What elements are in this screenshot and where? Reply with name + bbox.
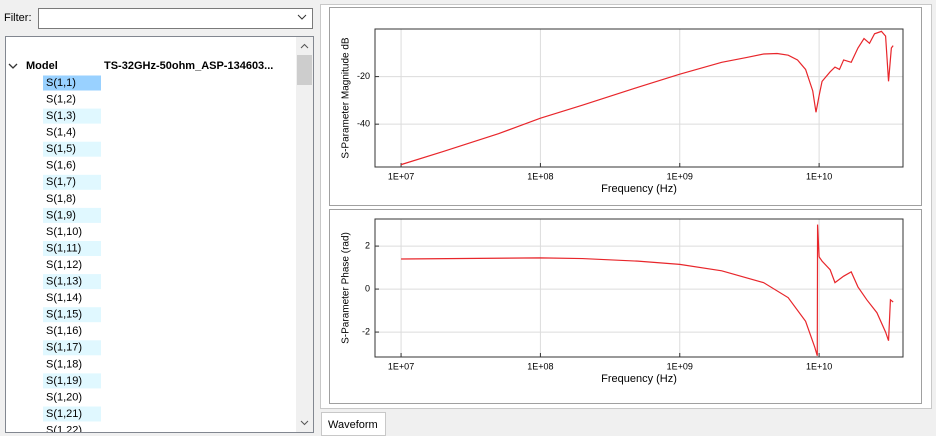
x-axis-label: Frequency (Hz) bbox=[601, 373, 677, 385]
tree-item[interactable]: S(1,7) bbox=[46, 176, 76, 188]
scroll-down[interactable] bbox=[300, 420, 309, 426]
plot-area bbox=[374, 28, 904, 168]
x-tick-label: 1E+10 bbox=[806, 361, 832, 371]
tree-item[interactable]: S(1,18) bbox=[46, 358, 82, 370]
y-tick-label: -2 bbox=[362, 326, 370, 336]
chart-box bbox=[329, 209, 922, 404]
filter-label: Filter: bbox=[4, 12, 32, 24]
tree-item[interactable]: S(1,6) bbox=[46, 160, 76, 172]
x-tick-label: 1E+07 bbox=[388, 361, 414, 371]
tree-item[interactable]: S(1,3) bbox=[46, 110, 76, 122]
row-highlight bbox=[43, 174, 101, 190]
y-tick-label: 0 bbox=[365, 283, 370, 293]
row-highlight bbox=[43, 108, 101, 124]
y-axis-label: S-Parameter Phase (rad) bbox=[341, 232, 352, 344]
tree-root[interactable]: Model bbox=[26, 60, 58, 72]
tree-item[interactable]: S(1,16) bbox=[46, 325, 82, 337]
row-highlight bbox=[43, 406, 101, 422]
x-tick-label: 1E+08 bbox=[527, 361, 553, 371]
tree-item[interactable]: S(1,9) bbox=[46, 209, 76, 221]
tree-item[interactable]: S(1,5) bbox=[46, 143, 76, 155]
plot-area bbox=[374, 218, 904, 358]
tree-item[interactable]: S(1,14) bbox=[46, 292, 82, 304]
tree-item[interactable]: S(1,15) bbox=[46, 309, 82, 321]
scroll-up[interactable] bbox=[300, 43, 309, 49]
row-highlight bbox=[43, 307, 101, 323]
tree-item[interactable]: S(1,20) bbox=[46, 391, 82, 403]
row-highlight bbox=[43, 274, 101, 290]
scrollbar[interactable] bbox=[296, 37, 313, 432]
x-axis-label: Frequency (Hz) bbox=[601, 183, 677, 195]
y-tick-label: -40 bbox=[357, 119, 370, 129]
tree-item[interactable]: S(1,12) bbox=[46, 259, 82, 271]
tab-label[interactable]: Waveform bbox=[328, 419, 378, 431]
tree-item[interactable]: S(1,11) bbox=[46, 242, 81, 254]
tree-items: S(1,1) S(1,2) S(1,3) S(1,4) S(1,5) S(1,6) S(1,… bbox=[43, 75, 101, 436]
x-tick-label: 1E+10 bbox=[806, 171, 832, 181]
tree-item[interactable]: S(1,2) bbox=[46, 93, 76, 105]
tree-item[interactable]: S(1,13) bbox=[46, 276, 82, 288]
tree-item[interactable]: S(1,19) bbox=[46, 375, 82, 387]
x-tick-label: 1E+09 bbox=[667, 361, 693, 371]
y-tick-label: -20 bbox=[357, 71, 370, 81]
row-highlight bbox=[43, 207, 101, 223]
row-highlight bbox=[43, 241, 101, 256]
y-tick-label: 2 bbox=[365, 240, 370, 250]
data-line bbox=[401, 224, 894, 356]
tree-item[interactable]: S(1,22) bbox=[46, 424, 82, 436]
tree-item[interactable]: S(1,1) bbox=[46, 77, 76, 89]
row-highlight bbox=[43, 373, 101, 389]
tree-item[interactable]: S(1,4) bbox=[46, 127, 76, 139]
tree-item[interactable]: S(1,21) bbox=[46, 408, 82, 420]
row-highlight bbox=[43, 340, 101, 356]
tree-item[interactable]: S(1,17) bbox=[46, 342, 82, 354]
tree-item[interactable]: S(1,8) bbox=[46, 193, 76, 205]
tree-item[interactable]: S(1,10) bbox=[46, 226, 82, 238]
filter-dropdown[interactable] bbox=[38, 8, 313, 29]
dropdown-arrow[interactable] bbox=[297, 14, 307, 20]
x-tick-label: 1E+08 bbox=[527, 171, 553, 181]
y-axis-label: S-Parameter Magnitude dB bbox=[341, 37, 352, 159]
tree-root-value: TS-32GHz-50ohm_ASP-134603... bbox=[104, 60, 273, 72]
row-highlight bbox=[43, 141, 101, 157]
chart-box bbox=[329, 7, 922, 206]
row-highlight bbox=[43, 75, 101, 91]
x-tick-label: 1E+07 bbox=[388, 171, 414, 181]
tree-panel bbox=[5, 36, 314, 433]
data-line bbox=[400, 30, 894, 166]
scroll-thumb[interactable] bbox=[297, 55, 312, 85]
x-tick-label: 1E+09 bbox=[667, 171, 693, 181]
expand-chevron[interactable] bbox=[8, 63, 18, 69]
